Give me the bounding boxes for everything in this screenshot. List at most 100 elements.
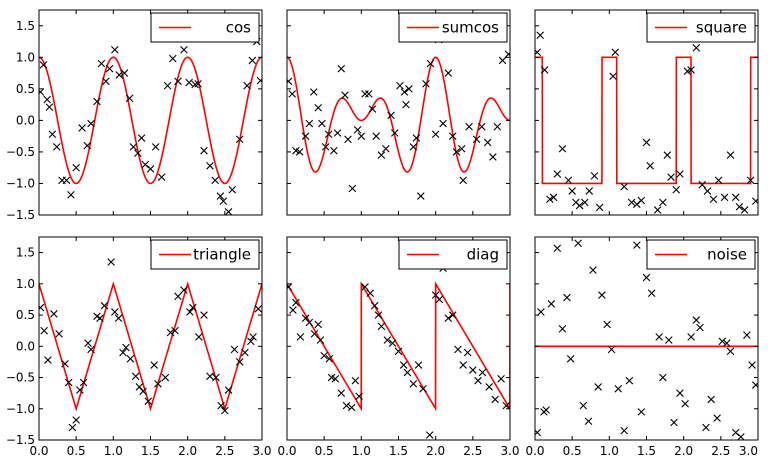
data-point bbox=[642, 273, 651, 282]
data-point bbox=[625, 376, 634, 385]
data-point bbox=[355, 392, 363, 401]
data-point bbox=[126, 355, 135, 363]
data-point bbox=[368, 105, 377, 113]
chart-diag-legend: diag bbox=[398, 239, 508, 270]
y-tick-label: −1.0 bbox=[6, 402, 35, 416]
data-point bbox=[364, 90, 373, 98]
data-point bbox=[568, 187, 576, 195]
data-point bbox=[412, 134, 421, 142]
data-point bbox=[119, 348, 127, 357]
data-point bbox=[189, 303, 197, 312]
x-tick-label: 0.5 bbox=[315, 444, 334, 458]
data-point bbox=[687, 66, 695, 74]
data-point bbox=[497, 374, 505, 383]
data-point bbox=[459, 361, 467, 369]
data-point bbox=[594, 383, 602, 391]
data-point bbox=[137, 134, 146, 142]
data-point bbox=[542, 406, 550, 414]
data-point bbox=[151, 143, 160, 151]
data-point bbox=[174, 292, 182, 301]
data-point bbox=[97, 59, 106, 68]
data-point bbox=[722, 339, 731, 347]
data-point bbox=[483, 138, 492, 147]
data-point bbox=[243, 81, 251, 90]
data-point bbox=[620, 182, 628, 191]
data-point bbox=[39, 61, 48, 69]
data-point bbox=[426, 59, 435, 68]
x-tick-label: 1.5 bbox=[141, 444, 160, 458]
x-tick-label: 0.0 bbox=[277, 444, 296, 458]
data-point bbox=[718, 337, 727, 346]
chart-square: square bbox=[534, 9, 759, 216]
data-point bbox=[611, 48, 620, 57]
chart-noise-points bbox=[535, 239, 758, 440]
data-point bbox=[553, 170, 562, 178]
chart-square-points bbox=[535, 31, 758, 214]
data-point bbox=[324, 130, 333, 139]
data-point bbox=[301, 132, 310, 140]
data-point bbox=[219, 197, 228, 205]
data-point bbox=[493, 122, 502, 131]
data-point bbox=[224, 208, 233, 215]
data-point bbox=[61, 360, 69, 368]
data-point bbox=[435, 295, 444, 304]
data-point bbox=[603, 320, 611, 329]
y-tick-label: 0.0 bbox=[16, 339, 35, 353]
data-point bbox=[726, 151, 735, 159]
data-point bbox=[351, 376, 360, 385]
data-point bbox=[575, 201, 584, 210]
data-point bbox=[584, 417, 593, 426]
data-point bbox=[105, 64, 114, 73]
data-point bbox=[647, 289, 656, 298]
data-point bbox=[50, 310, 58, 318]
data-point bbox=[696, 323, 704, 332]
data-point bbox=[670, 418, 678, 427]
data-point bbox=[195, 333, 203, 341]
data-point bbox=[144, 397, 153, 406]
data-point bbox=[194, 80, 202, 88]
data-point bbox=[459, 176, 467, 185]
data-point bbox=[425, 431, 434, 439]
data-point bbox=[254, 305, 262, 313]
data-point bbox=[55, 330, 63, 338]
data-point bbox=[100, 301, 109, 310]
data-point bbox=[405, 85, 413, 93]
data-point bbox=[163, 81, 172, 90]
chart-sumcos-points bbox=[287, 35, 510, 200]
data-point bbox=[667, 173, 675, 181]
data-point bbox=[448, 311, 457, 319]
data-point bbox=[44, 356, 52, 364]
data-point bbox=[540, 66, 549, 74]
data-point bbox=[491, 395, 499, 404]
x-tick-label: 1.5 bbox=[637, 444, 656, 458]
data-point bbox=[134, 149, 142, 157]
data-point bbox=[341, 91, 349, 99]
data-point bbox=[417, 192, 425, 200]
x-tick-label: 2.5 bbox=[463, 444, 482, 458]
data-point bbox=[399, 361, 408, 369]
data-point bbox=[325, 355, 334, 363]
data-point bbox=[751, 381, 758, 389]
data-point bbox=[154, 379, 162, 388]
legend-label: noise bbox=[707, 246, 747, 264]
y-tick-label: 1.0 bbox=[16, 277, 35, 291]
data-point bbox=[39, 88, 45, 96]
data-point bbox=[377, 322, 386, 331]
chart-noise: 0.0 0.5 1.0 1.5 2.0 2.5 3.0 noise bbox=[525, 236, 759, 458]
data-point bbox=[598, 291, 606, 299]
chart-square-legend: square bbox=[646, 12, 756, 43]
data-point bbox=[111, 308, 119, 316]
data-point bbox=[186, 308, 194, 316]
chart-diag-curve bbox=[287, 280, 510, 412]
data-point bbox=[444, 314, 453, 322]
data-point bbox=[702, 423, 710, 432]
data-point bbox=[249, 333, 257, 341]
y-tick-label: 0.5 bbox=[16, 308, 35, 322]
y-tick-label: −1.0 bbox=[6, 176, 35, 190]
data-point bbox=[746, 176, 755, 185]
x-tick-label: 1.0 bbox=[600, 444, 619, 458]
x-tick-label: 3.0 bbox=[500, 444, 519, 458]
data-point bbox=[79, 378, 88, 387]
chart-cos-points bbox=[39, 37, 262, 215]
